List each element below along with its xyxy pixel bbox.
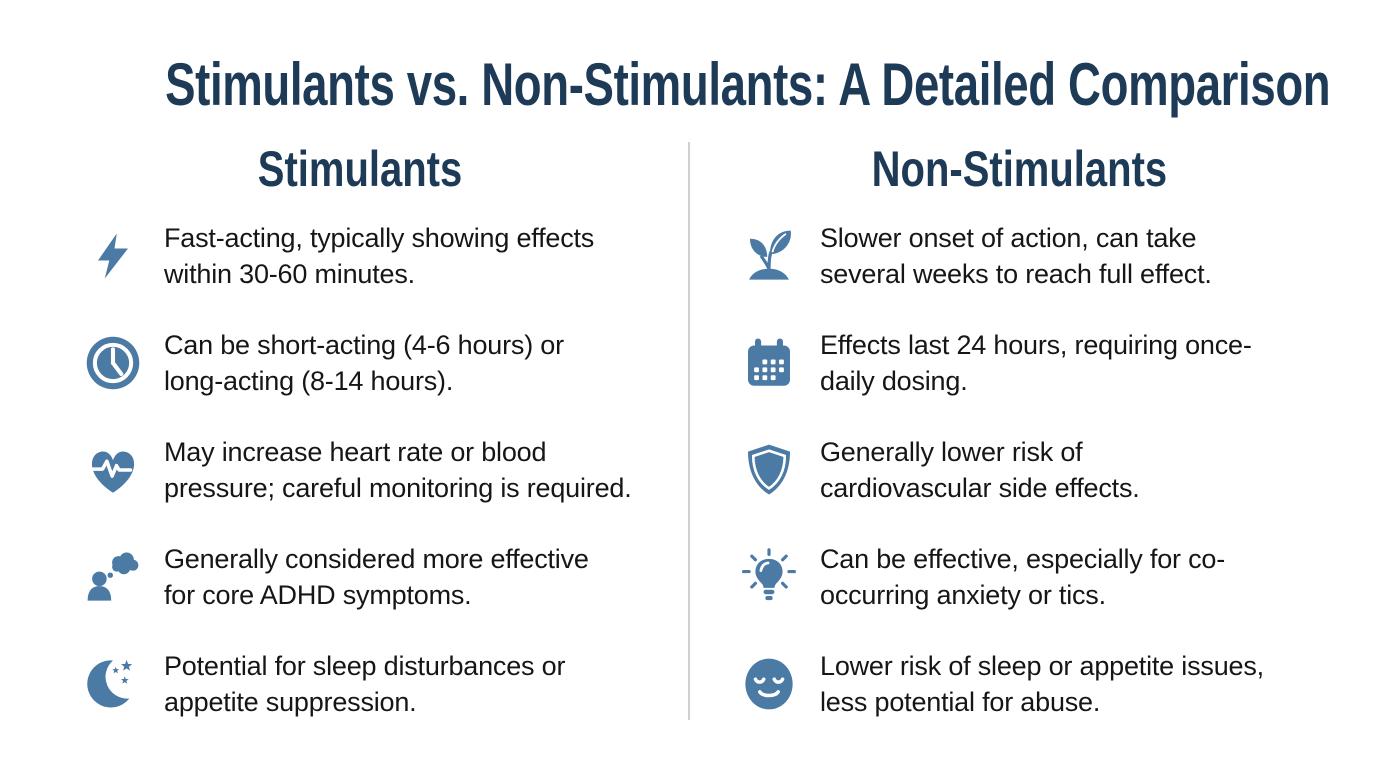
list-item: Can be short-acting (4-6 hours) or long-a…: [84, 325, 688, 401]
item-text: Can be short-acting (4-6 hours) or long-a…: [164, 330, 564, 396]
list-item: Lower risk of sleep or appetite issues, l…: [740, 646, 1376, 722]
clock-icon: [84, 333, 142, 393]
list-item: Fast-acting, typically showing effects wi…: [84, 218, 688, 294]
lightbulb-icon: [740, 547, 798, 607]
non-stimulants-header: Non-Stimulants: [871, 141, 1168, 197]
non-stimulants-column: Non-Stimulants Slower onset of action, c…: [688, 142, 1376, 720]
person-thought-icon: [84, 547, 142, 607]
moon-stars-icon: [84, 654, 142, 714]
list-item: Slower onset of action, can take several …: [740, 218, 1376, 294]
item-text: Slower onset of action, can take several …: [820, 223, 1212, 289]
list-item: Effects last 24 hours, requiring once-da…: [740, 325, 1376, 401]
lightning-bolt-icon: [84, 226, 142, 286]
item-text: May increase heart rate or blood pressure…: [164, 437, 632, 503]
list-item: Generally lower risk of cardiovascular si…: [740, 432, 1376, 508]
item-text: Generally lower risk of cardiovascular si…: [820, 437, 1140, 503]
list-item: Potential for sleep disturbances or appet…: [84, 646, 688, 722]
stimulants-header: Stimulants: [257, 141, 463, 197]
item-text: Effects last 24 hours, requiring once-da…: [820, 330, 1252, 396]
item-text: Potential for sleep disturbances or appet…: [164, 651, 566, 717]
heart-pulse-icon: [84, 440, 142, 500]
stimulants-column: Stimulants Fast-acting, typically showin…: [0, 142, 688, 720]
list-item: Generally considered more effective for c…: [84, 539, 688, 615]
stimulants-list: Fast-acting, typically showing effects wi…: [0, 218, 688, 722]
item-text: Fast-acting, typically showing effects wi…: [164, 223, 595, 289]
calm-face-icon: [740, 654, 798, 714]
seedling-icon: [740, 226, 798, 286]
page-title: Stimulants vs. Non-Stimulants: A Detaile…: [165, 51, 1331, 118]
item-text: Lower risk of sleep or appetite issues, l…: [820, 651, 1264, 717]
list-item: Can be effective, especially for co-occu…: [740, 539, 1376, 615]
item-text: Can be effective, especially for co-occu…: [820, 544, 1226, 610]
non-stimulants-list: Slower onset of action, can take several …: [690, 218, 1376, 722]
shield-icon: [740, 440, 798, 500]
list-item: May increase heart rate or blood pressure…: [84, 432, 688, 508]
item-text: Generally considered more effective for c…: [164, 544, 589, 610]
calendar-icon: [740, 333, 798, 393]
comparison-columns: Stimulants Fast-acting, typically showin…: [0, 142, 1376, 720]
